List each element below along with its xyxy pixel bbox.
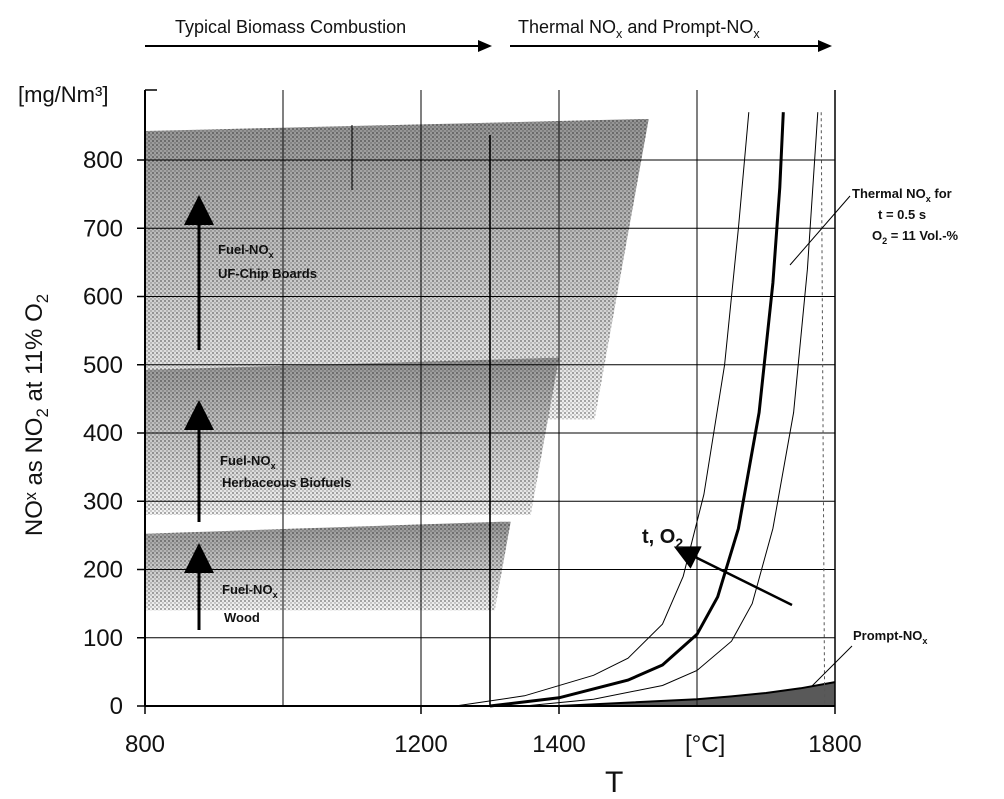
svg-text:Prompt-NOx: Prompt-NOx xyxy=(853,628,927,646)
trend-label: t, O2 xyxy=(642,526,683,551)
band-label-uf: Fuel-NOx UF-Chip Boards xyxy=(218,242,317,281)
x-unit-label: [°C] xyxy=(685,731,725,758)
x-tick-1800: 1800 xyxy=(808,731,861,758)
svg-text:Fuel-NOx: Fuel-NOx xyxy=(222,582,278,600)
y-tick-800: 800 xyxy=(83,147,123,174)
trend-arrow xyxy=(673,546,793,607)
y-tick-700: 700 xyxy=(83,215,123,242)
svg-text:UF-Chip Boards: UF-Chip Boards xyxy=(218,266,317,281)
thermal-annotation: Thermal NOx for t = 0.5 s O2 = 11 Vol.-% xyxy=(789,186,959,266)
x-axis-label: T xyxy=(605,766,623,799)
fuel-nox-bands xyxy=(145,119,649,611)
dashed-bound xyxy=(820,112,826,707)
x-tick-1400: 1400 xyxy=(532,731,585,758)
series-line-0 xyxy=(489,112,785,708)
band-shade-1 xyxy=(145,357,559,515)
y-tick-500: 500 xyxy=(83,352,123,379)
series-line-2 xyxy=(524,112,819,707)
y-tick-100: 100 xyxy=(83,625,123,652)
y-axis-label: NOˣ as NO2 at 11% O2 xyxy=(21,294,52,536)
band-shade-0 xyxy=(145,119,649,420)
svg-text:Fuel-NOx: Fuel-NOx xyxy=(218,242,274,260)
x-tick-1200: 1200 xyxy=(394,731,447,758)
svg-text:t = 0.5 s: t = 0.5 s xyxy=(878,207,926,222)
y-tick-600: 600 xyxy=(83,284,123,311)
y-tick-400: 400 xyxy=(83,420,123,447)
svg-text:Wood: Wood xyxy=(224,610,260,625)
band-label-wood: Fuel-NOx Wood xyxy=(222,582,278,625)
y-unit-label: [mg/Nm³] xyxy=(18,82,108,107)
header-left-label: Typical Biomass Combustion xyxy=(175,17,406,37)
svg-text:Thermal NOx for: Thermal NOx for xyxy=(852,186,952,204)
series-layer xyxy=(455,112,836,708)
y-tick-300: 300 xyxy=(83,488,123,515)
band-shade-2 xyxy=(145,521,511,611)
header-left: Typical Biomass Combustion xyxy=(145,17,492,52)
series-line-3 xyxy=(558,681,836,707)
tick-labels: 0 100 200 300 400 500 600 700 800 800 1200 1400 1800 xyxy=(83,147,862,758)
series-line-1 xyxy=(455,112,750,707)
header-right: Thermal NOx and Prompt-NOx xyxy=(510,17,832,52)
x-tick-800: 800 xyxy=(125,731,165,758)
svg-text:Fuel-NOx: Fuel-NOx xyxy=(220,453,276,471)
axes xyxy=(144,89,836,707)
prompt-nox-area xyxy=(559,682,835,706)
svg-text:O2 = 11 Vol.-%: O2 = 11 Vol.-% xyxy=(872,228,959,246)
y-tick-200: 200 xyxy=(83,557,123,584)
band-label-herb: Fuel-NOx Herbaceous Biofuels xyxy=(220,453,351,490)
prompt-annotation: Prompt-NOx xyxy=(811,628,927,687)
svg-text:Herbaceous Biofuels: Herbaceous Biofuels xyxy=(222,475,351,490)
header-right-label: Thermal NOx and Prompt-NOx xyxy=(518,17,760,41)
y-tick-0: 0 xyxy=(110,693,123,720)
